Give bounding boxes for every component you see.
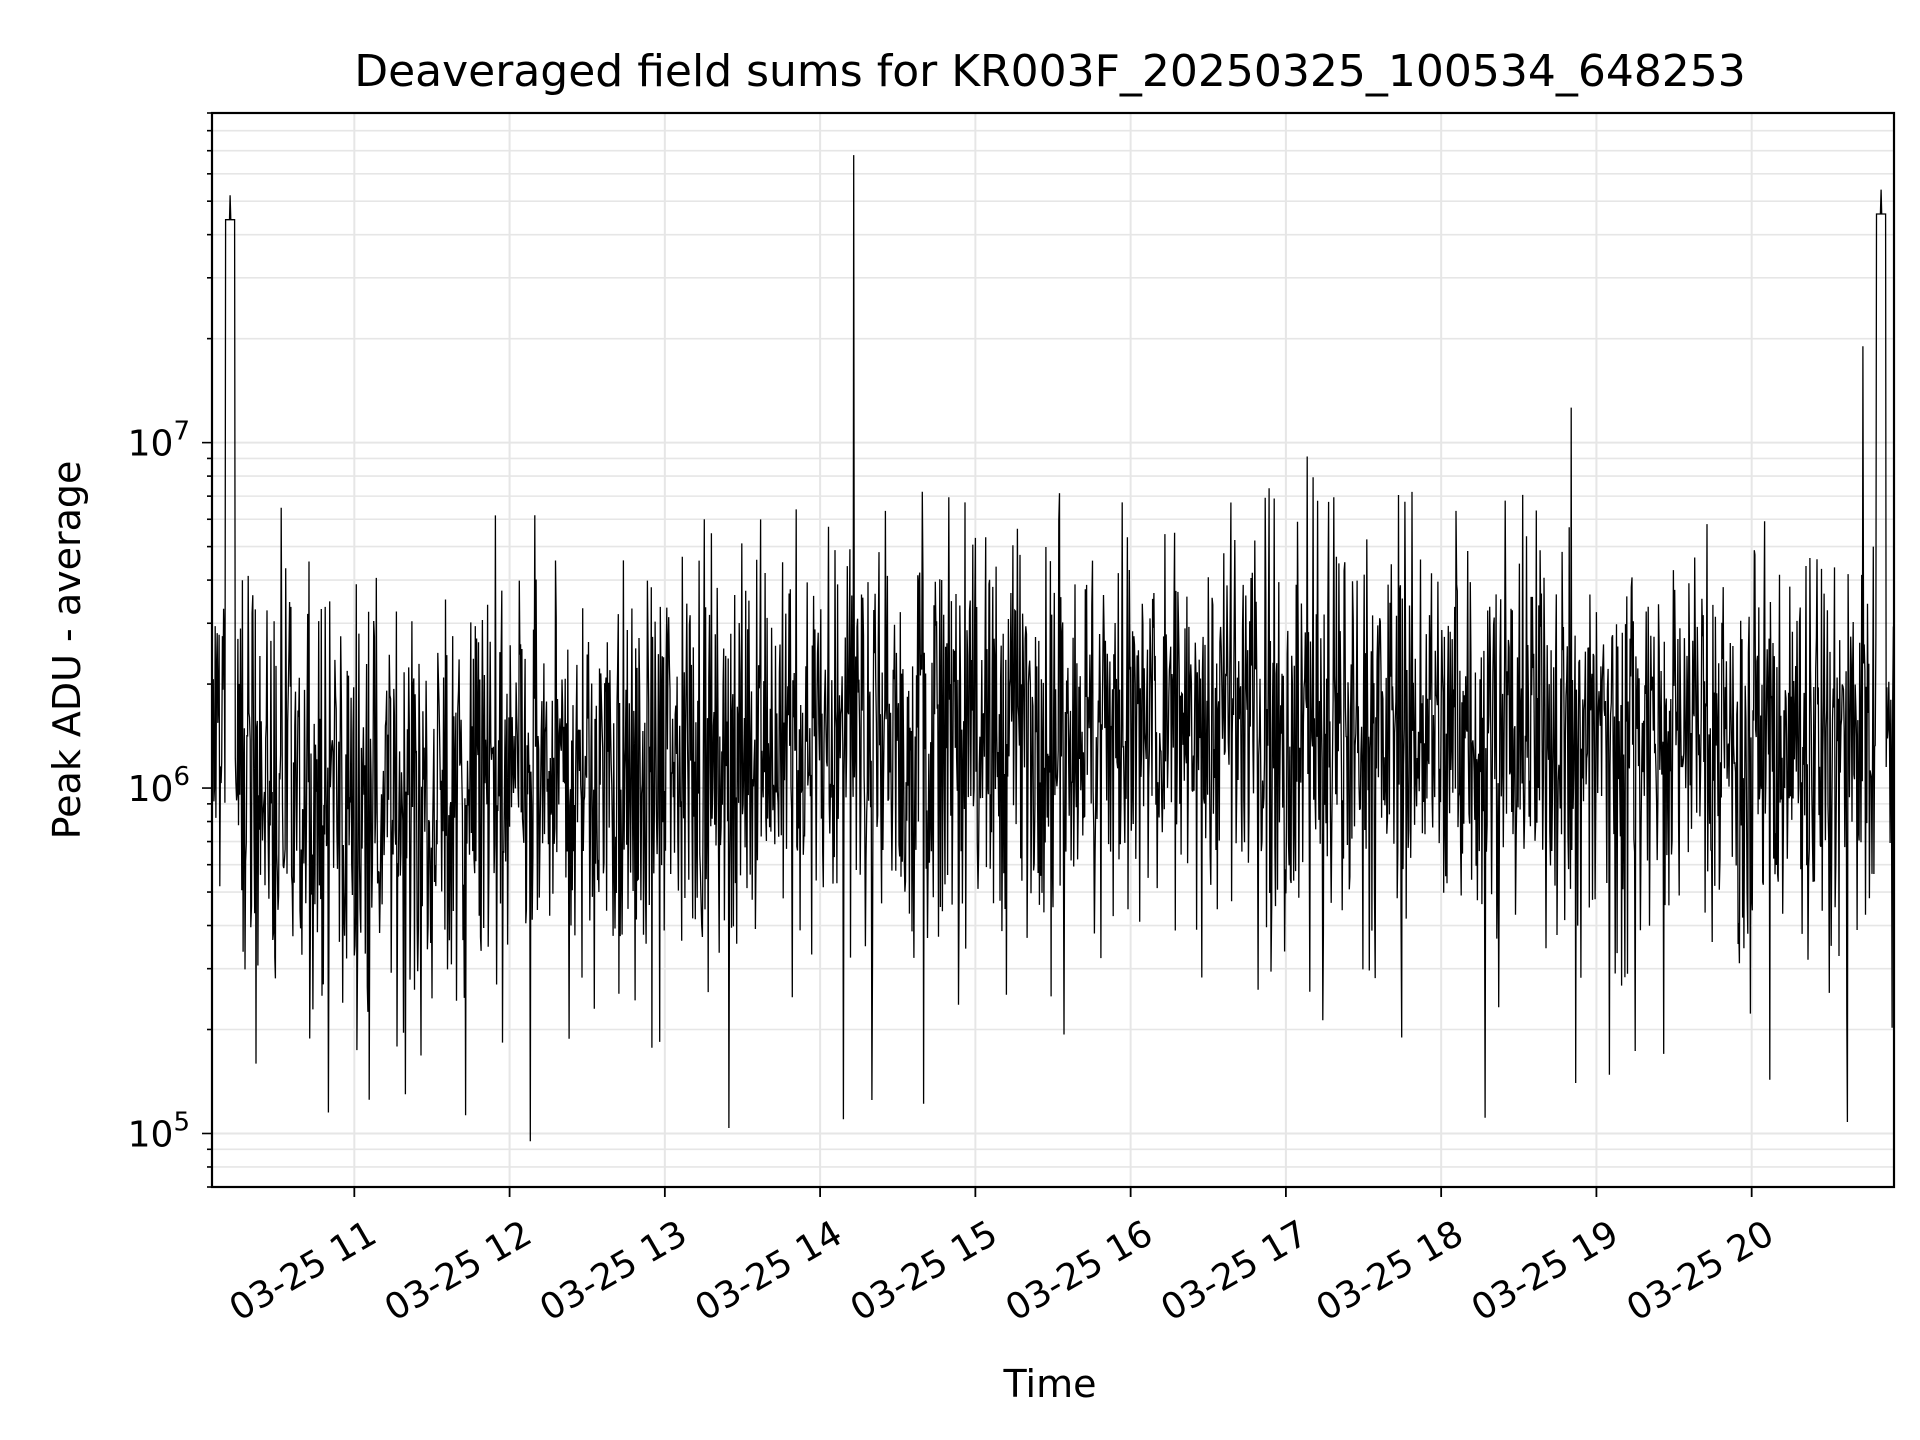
plot-area	[212, 155, 1894, 1142]
series-line	[212, 155, 1894, 1142]
chart-title: Deaveraged field sums for KR003F_2025032…	[354, 46, 1746, 97]
y-tick-label: 107	[128, 417, 190, 465]
y-tick-label: 106	[128, 762, 190, 810]
y-tick-label: 105	[128, 1107, 190, 1155]
axes-frame	[210, 111, 1896, 1189]
x-axis-label: Time	[1003, 1362, 1097, 1406]
y-axis-label: Peak ADU - average	[45, 461, 89, 840]
